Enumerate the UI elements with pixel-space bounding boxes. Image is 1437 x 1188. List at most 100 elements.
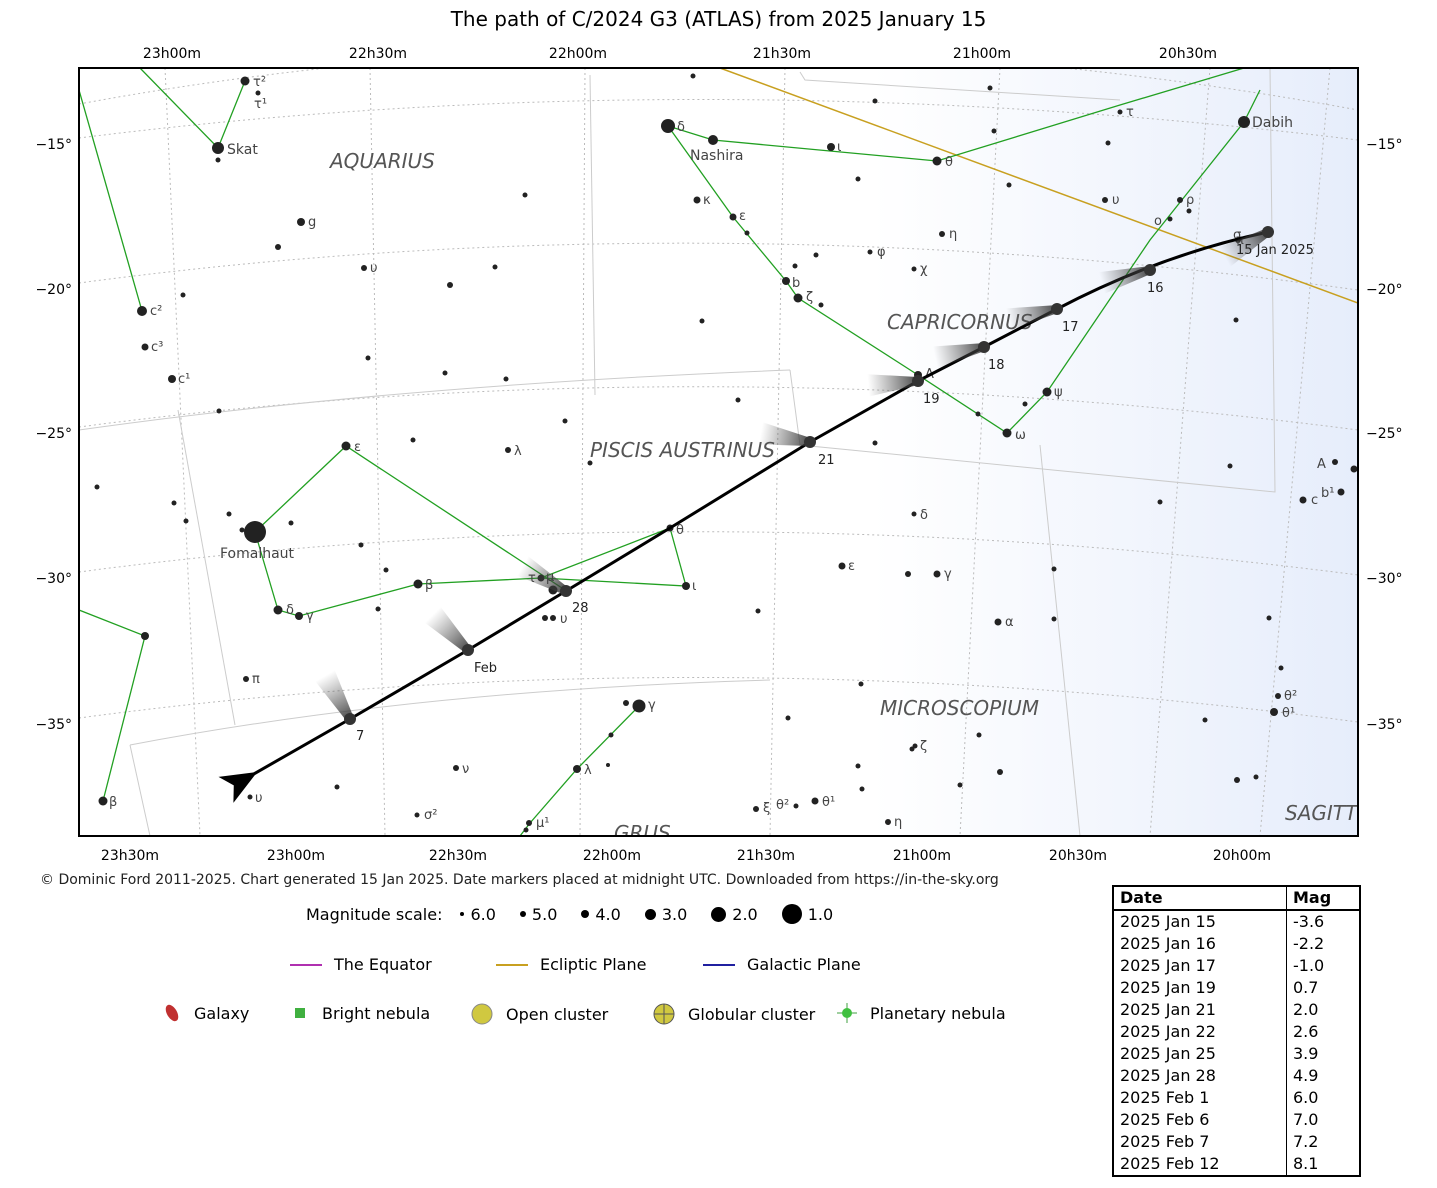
- star: [334, 784, 340, 790]
- star: [212, 142, 224, 154]
- comet-tail: [867, 374, 919, 397]
- dec-tick-label-left: −15°: [35, 137, 72, 153]
- row-date: 2025 Jan 19: [1113, 977, 1287, 999]
- star: [183, 518, 189, 524]
- ra-tick-label-bottom: 21h00m: [893, 848, 951, 864]
- date-marker: 17: [1005, 303, 1079, 335]
- star: [991, 128, 997, 134]
- star-label: η: [949, 227, 957, 242]
- star: [708, 135, 718, 145]
- comet-position: [978, 341, 990, 353]
- star: [793, 293, 803, 303]
- star-label: θ¹: [822, 795, 835, 810]
- star-label: γ: [648, 698, 656, 713]
- star: [239, 527, 245, 533]
- star-label: Nashira: [690, 148, 743, 164]
- row-mag: 8.1: [1293, 1154, 1319, 1173]
- star: [932, 156, 942, 166]
- star: [137, 306, 147, 316]
- date-marker-label: 18: [988, 358, 1005, 373]
- ra-tick-label-top: 23h00m: [143, 46, 201, 62]
- ra-tick-label-bottom: 23h00m: [267, 848, 325, 864]
- legend-ecliptic: Ecliptic Plane: [496, 955, 646, 974]
- star-label: ε: [848, 559, 855, 574]
- dec-tick-label-right: −30°: [1366, 571, 1403, 587]
- star: [632, 699, 646, 713]
- star: [957, 782, 963, 788]
- star-label: Skat: [227, 142, 258, 158]
- star-label: υ: [255, 791, 263, 806]
- star-label: β: [109, 795, 117, 810]
- star: [1051, 566, 1057, 572]
- star-label: ν: [462, 762, 469, 777]
- star: [1227, 463, 1233, 469]
- date-marker: 16: [1098, 264, 1164, 296]
- star: [1051, 616, 1057, 622]
- star-label: λ: [514, 444, 522, 459]
- ra-tick-label-bottom: 22h00m: [583, 848, 641, 864]
- star: [1002, 428, 1012, 438]
- star: [1238, 116, 1250, 128]
- row-date: 2025 Feb 1: [1113, 1087, 1287, 1109]
- star: [542, 615, 548, 621]
- star: [872, 98, 878, 104]
- star: [141, 632, 149, 640]
- star-label: θ: [945, 155, 953, 170]
- star: [550, 615, 556, 621]
- date-marker-label: 19: [923, 392, 940, 407]
- stars: [94, 73, 1358, 833]
- star: [827, 143, 835, 151]
- star: [909, 746, 915, 752]
- dec-tick-label-right: −25°: [1366, 426, 1403, 442]
- star-label: θ²: [776, 798, 789, 813]
- star-label: A: [1317, 457, 1326, 472]
- ecliptic-line: [719, 68, 1358, 304]
- row-mag: -2.2: [1293, 934, 1325, 953]
- const-grus: GRUS: [614, 821, 671, 845]
- star: [905, 571, 911, 577]
- star-label: φ: [877, 245, 886, 260]
- star: [1332, 459, 1338, 465]
- star: [690, 73, 696, 79]
- const-microscopium: MICROSCOPIUM: [880, 696, 1039, 720]
- star: [375, 606, 381, 612]
- ra-gridlines: [164, 68, 1331, 836]
- comet-tail: [1005, 305, 1058, 331]
- star-label: δ: [286, 603, 294, 618]
- date-marker: 21: [758, 422, 835, 468]
- star-label: ρ: [1186, 193, 1194, 208]
- star: [523, 827, 529, 833]
- date-marker: 19: [867, 374, 940, 407]
- nebula-icon: [295, 1008, 305, 1018]
- star-label: υ: [370, 261, 378, 276]
- chart-frame: [78, 67, 1359, 837]
- star: [1234, 777, 1240, 783]
- star-label: ζ: [806, 290, 813, 305]
- row-mag: 2.0: [1293, 1000, 1319, 1019]
- star: [94, 484, 100, 490]
- star-label: κ: [703, 193, 711, 208]
- comet-position: [912, 375, 924, 387]
- star: [911, 511, 917, 517]
- table-row: 2025 Feb 1 6.0: [1113, 1087, 1360, 1109]
- star: [358, 542, 364, 548]
- dec-tick-label-left: −35°: [35, 717, 72, 733]
- star: [1102, 197, 1108, 203]
- row-mag: -3.6: [1293, 912, 1325, 931]
- row-date: 2025 Feb 7: [1113, 1131, 1287, 1153]
- star: [858, 681, 864, 687]
- row-date: 2025 Jan 21: [1113, 999, 1287, 1021]
- comet-position: [804, 436, 816, 448]
- star: [744, 230, 750, 236]
- dec-gridlines: [79, 68, 1358, 723]
- row-date: 2025 Feb 12: [1113, 1153, 1287, 1176]
- star-label: ε: [739, 209, 746, 224]
- star-label: δ: [677, 120, 685, 135]
- dec-tick-label-right: −20°: [1366, 282, 1403, 298]
- star-label: ω: [1015, 428, 1026, 443]
- star-label: ι: [837, 140, 841, 155]
- star: [526, 820, 532, 826]
- comet-tail: [315, 670, 354, 722]
